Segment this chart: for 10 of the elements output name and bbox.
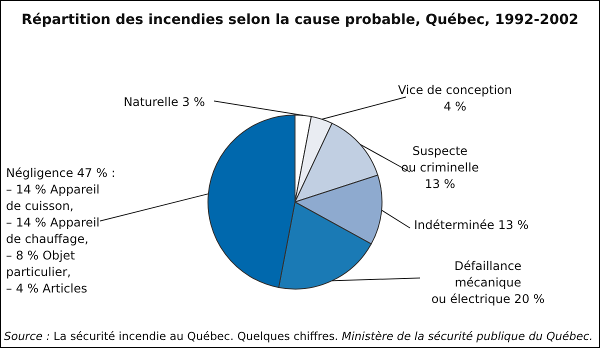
slice-label: Naturelle 3 % bbox=[124, 95, 205, 109]
slice-label: Défaillance mécanique ou électrique 20 % bbox=[431, 259, 545, 306]
chart-title: Répartition des incendies selon la cause probable, Québec, 1992-2002 bbox=[21, 12, 579, 28]
slice-label: Négligence 47 % : – 14 % Appareil de cuisson, – 14 % Appareil de chauffage, – 8 % Objet particulier, – 4 % Articles bbox=[6, 166, 116, 296]
slice-label: Suspecte ou criminelle 13 % bbox=[401, 144, 479, 191]
text: La sécurité incendie au Québec. Quelques chiffres. bbox=[50, 330, 342, 343]
source-note: Source : bbox=[4, 330, 50, 343]
text: Ministère de la sécurité publique du Québec. bbox=[342, 330, 593, 343]
slice-label: Vice de conception 4 % bbox=[398, 83, 512, 114]
slice-label: Indéterminée 13 % bbox=[414, 218, 529, 232]
